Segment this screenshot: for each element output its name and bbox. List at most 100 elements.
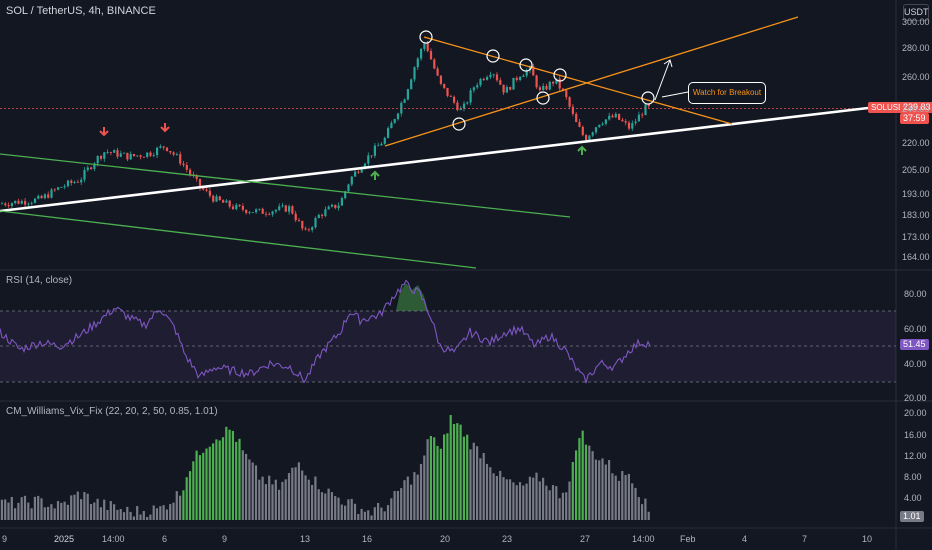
candle-body xyxy=(152,155,155,156)
candle-body xyxy=(354,171,357,177)
candle-body xyxy=(238,204,241,207)
candle-body xyxy=(189,169,192,175)
candle-body xyxy=(575,113,578,123)
time-label: 9 xyxy=(2,534,8,544)
vix-bar xyxy=(225,426,228,520)
vix-bar xyxy=(53,508,56,520)
vix-bar xyxy=(294,467,297,520)
vix-bar xyxy=(146,517,149,520)
candle-body xyxy=(515,77,518,80)
vix-bar xyxy=(218,440,221,520)
vix-bar xyxy=(304,475,307,520)
candle-body xyxy=(347,184,350,192)
vix-bar xyxy=(63,501,66,520)
candle-body xyxy=(344,191,347,199)
vix-bar xyxy=(393,490,396,520)
vix-bar xyxy=(142,510,145,520)
wedge-upper-line xyxy=(423,36,733,125)
vix-bar xyxy=(307,479,310,520)
candle-body xyxy=(228,200,231,207)
up-arrow-icon xyxy=(370,170,380,180)
candle-body xyxy=(222,200,225,203)
candle-body xyxy=(139,155,142,157)
candle-body xyxy=(83,170,86,180)
vix-bar xyxy=(472,442,475,520)
vix-bar xyxy=(268,475,271,520)
vix-bar xyxy=(238,438,241,520)
candle-body xyxy=(479,78,482,86)
candle-body xyxy=(535,75,538,88)
time-label: 14:00 xyxy=(102,534,125,544)
vix-bar xyxy=(423,455,426,520)
vix-bar xyxy=(20,497,23,520)
vix-bar xyxy=(248,459,251,520)
vix-bar xyxy=(413,472,416,520)
vix-bar xyxy=(551,485,555,520)
vix-bar xyxy=(535,472,538,520)
vix-bar xyxy=(495,475,498,520)
candle-body xyxy=(106,152,109,153)
candle-body xyxy=(558,78,561,89)
vix-tick: 20.00 xyxy=(904,408,927,418)
candle-body xyxy=(172,152,175,155)
candle-body xyxy=(519,76,522,80)
vix-bar xyxy=(93,502,96,520)
candle-body xyxy=(495,74,499,81)
time-label: 6 xyxy=(162,534,168,544)
vix-bar xyxy=(10,496,13,520)
candle-body xyxy=(433,59,436,69)
candle-body xyxy=(20,200,23,204)
rsi-title: RSI (14, close) xyxy=(6,275,73,286)
touch-circle xyxy=(536,91,550,105)
vix-bar xyxy=(113,504,116,520)
vix-bar xyxy=(301,470,304,520)
candle-body xyxy=(429,51,433,60)
vix-bar xyxy=(221,437,225,520)
chart-title: SOL / TetherUS, 4h, BINANCE xyxy=(6,5,156,17)
vix-bar xyxy=(528,476,531,520)
time-label: Feb xyxy=(680,534,696,544)
touch-circle xyxy=(419,30,433,44)
vix-bar xyxy=(122,512,126,520)
vix-bar xyxy=(617,480,621,520)
candle-body xyxy=(334,204,337,209)
vix-bar xyxy=(419,463,423,520)
vix-bar xyxy=(367,510,370,520)
vix-bar xyxy=(353,503,357,520)
price-tick: 205.00 xyxy=(902,165,930,175)
candle-body xyxy=(63,186,66,188)
vix-bar xyxy=(340,504,343,520)
vix-bar xyxy=(373,507,376,520)
vix-bar xyxy=(14,508,17,520)
currency-button[interactable]: USDT xyxy=(903,4,929,21)
candle-body xyxy=(324,209,327,216)
vix-bar xyxy=(515,485,518,520)
candle-body xyxy=(370,155,373,157)
time-label: 9 xyxy=(222,534,228,544)
vix-bar xyxy=(337,497,340,520)
candle-body xyxy=(439,75,442,84)
vix-tick: 8.00 xyxy=(904,472,922,482)
candle-body xyxy=(393,119,396,123)
candle-body xyxy=(317,214,320,219)
vix-bar xyxy=(436,445,439,520)
candle-body xyxy=(522,75,525,77)
vix-bar xyxy=(410,484,413,520)
price-tick: 220.00 xyxy=(902,138,930,148)
vix-bar xyxy=(155,508,159,520)
candle-body xyxy=(33,198,37,203)
vix-bar xyxy=(188,471,192,520)
candle-body xyxy=(403,99,406,103)
vix-bar xyxy=(17,502,20,520)
vix-bar xyxy=(73,494,76,520)
candle-body xyxy=(231,206,235,210)
vix-bar xyxy=(37,495,40,520)
candle-body xyxy=(86,167,89,171)
candle-body xyxy=(116,150,119,157)
vix-bar xyxy=(377,502,380,520)
vix-bar xyxy=(116,509,119,520)
vix-bar xyxy=(634,487,637,520)
vix-bar xyxy=(159,506,162,520)
